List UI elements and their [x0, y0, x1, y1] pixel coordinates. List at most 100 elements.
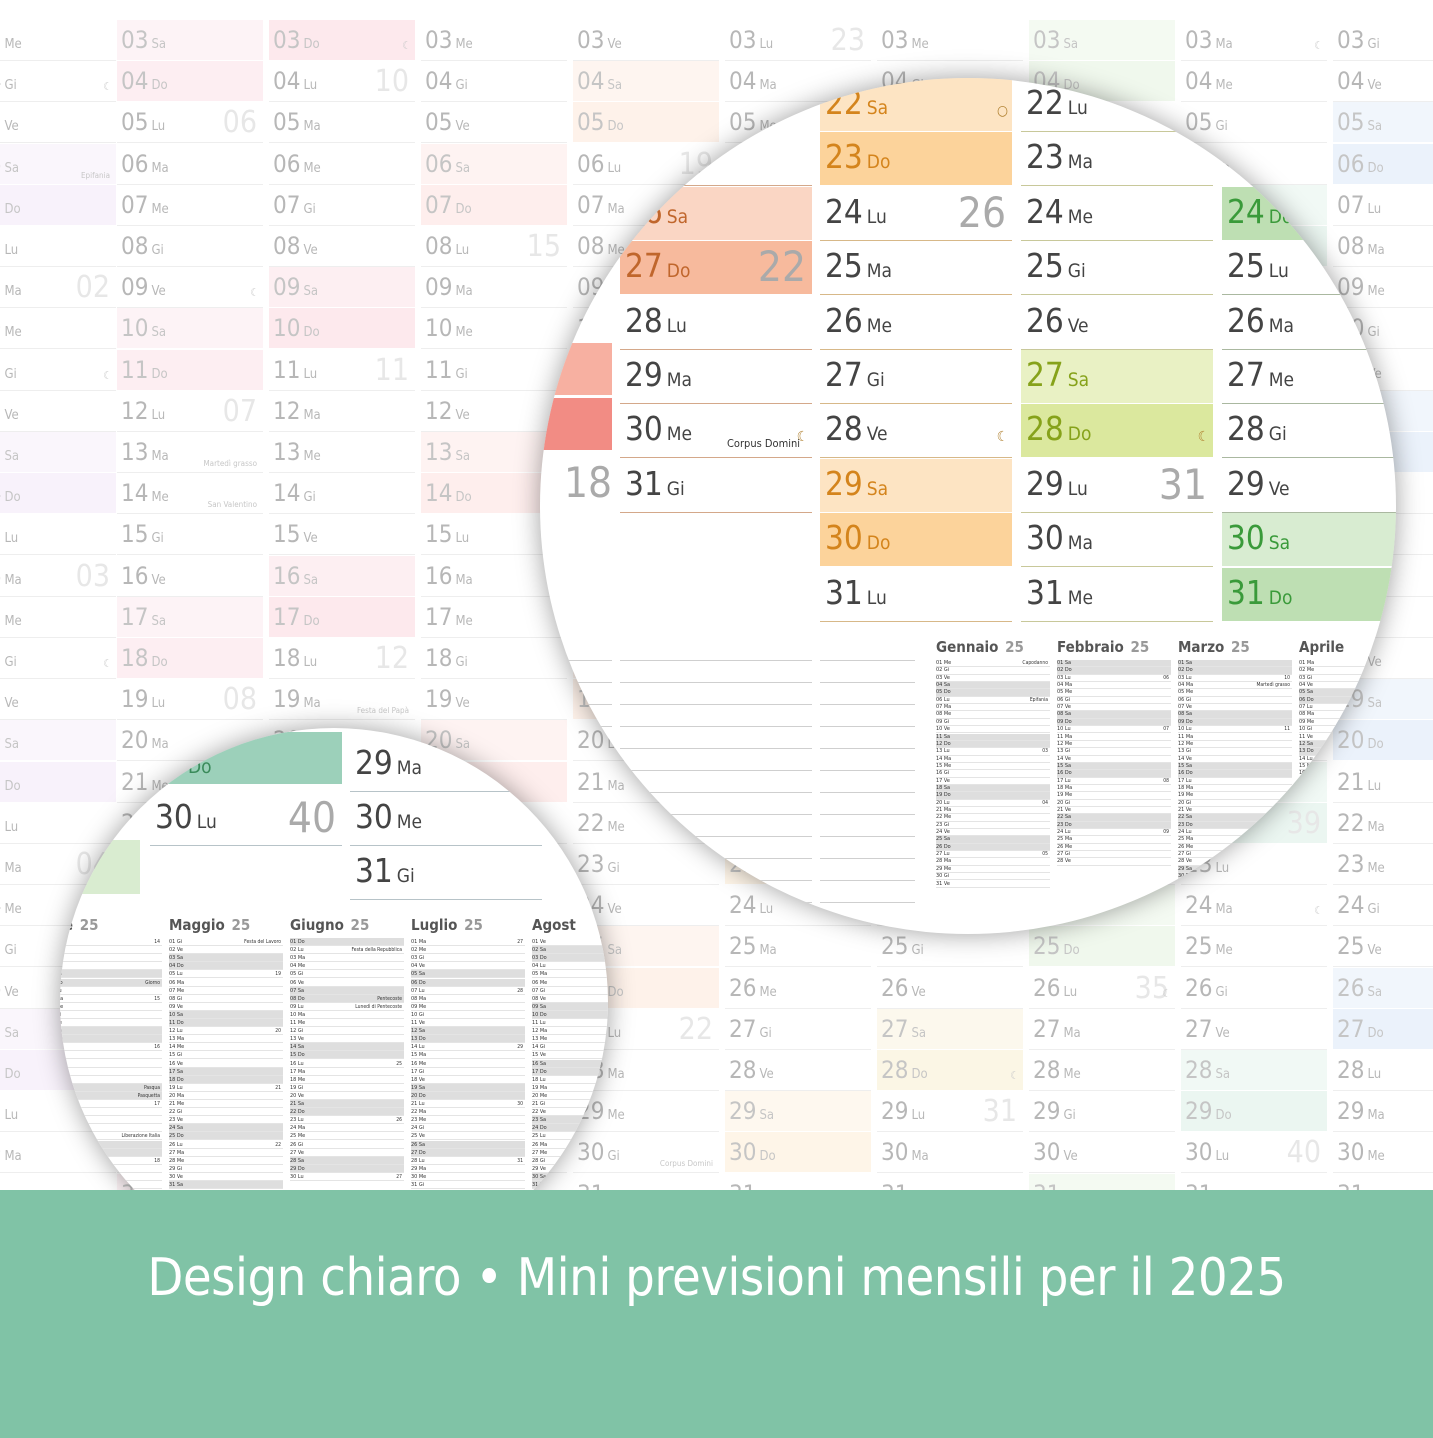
mini-day-row: 25 VeLiberazione Italia	[60, 1132, 162, 1141]
day-number: 26 Me	[729, 973, 777, 1002]
weekday-abbr: Ve	[4, 984, 19, 1000]
mini-day-row: 07 Lu	[60, 987, 162, 995]
mini-month-title: Marzo 25	[1178, 638, 1250, 656]
day-number: 28 Lu	[625, 300, 687, 340]
weekday-abbr: Ve	[151, 572, 166, 588]
magnifier-detail-may-aug: 25 Ve 26 Sa 27 Do 22 28 Lu 29 Ma 30 Me Corpus Domini ☾…	[540, 78, 1396, 934]
day-number: 23 Gi	[577, 850, 620, 878]
mini-day-row: 18 Sa	[936, 784, 1050, 793]
weekday-abbr: Lu	[1063, 984, 1078, 1000]
weekday-abbr: Do	[1268, 205, 1293, 228]
weekday-abbr: Ma	[1215, 37, 1233, 52]
mini-day-row: 09 Do	[1178, 718, 1292, 727]
mini-day-row: 29 Ve	[532, 1165, 608, 1173]
weekday-abbr: Gi	[151, 243, 164, 258]
weekday-abbr: Ma	[455, 572, 473, 588]
mini-day-row: 28 Lu 31	[411, 1157, 525, 1165]
moon-phase-icon: ☾	[796, 429, 808, 446]
day-number: 26 Sa	[625, 191, 689, 231]
day-number: 04 Do	[121, 67, 168, 96]
day-cell: 09 Sa	[269, 267, 415, 309]
day-cell: 03 Do ☾	[269, 20, 415, 61]
mini-day-row: 16 Me	[1299, 770, 1396, 778]
mini-day-row: 03 Ma	[290, 954, 404, 963]
mini-day-row: 13 Ve	[290, 1035, 404, 1044]
mini-day-row: 08 Ve	[532, 995, 608, 1003]
mini-day-note: 18	[154, 1157, 160, 1164]
mini-day-row: 23 Do	[1178, 821, 1292, 830]
weekday-abbr: Me	[1215, 78, 1233, 94]
mini-day-row: 11 Ma	[1057, 734, 1171, 741]
weekday-abbr: Lu	[4, 819, 19, 835]
day-number: 24 Gi	[1337, 891, 1380, 920]
mini-day-row: 30 Sa	[532, 1172, 608, 1181]
mini-day-row: 21 Lu	[1299, 807, 1396, 815]
mini-day-row: 28 Lu	[1299, 858, 1396, 866]
mini-month-year: 25	[345, 916, 370, 934]
mini-day-row: 19 Lu 21	[169, 1084, 283, 1092]
weekday-abbr: Me	[151, 490, 169, 506]
weekday-abbr: Sa	[1367, 984, 1383, 1000]
weekday-abbr: Do	[866, 151, 891, 174]
moon-phase-icon: ☾	[402, 39, 411, 52]
mini-day-row: 17 Gi	[60, 1068, 162, 1076]
weekday-abbr: Gi	[4, 366, 17, 382]
mini-day-row: 01 Gi Festa del Lavoro	[169, 939, 283, 947]
weekday-abbr: Ma	[1367, 819, 1385, 835]
mini-day-row: 02 Lu Festa della Repubblica	[290, 947, 404, 955]
mini-day-note: 17	[154, 1101, 160, 1107]
day-cell: 30 Gi Corpus Domini	[573, 1132, 719, 1174]
day-cell: 28 Do ☾	[877, 1050, 1023, 1091]
weekday-abbr: Ve	[1367, 943, 1382, 959]
weekday-abbr: Do	[666, 260, 691, 283]
mini-day-row: 10 Ve	[936, 726, 1050, 734]
empty-note-line	[540, 748, 612, 749]
mini-day-row: 13 Do	[411, 1035, 525, 1044]
weekday-abbr: Sa	[455, 449, 471, 464]
mini-day-row: 31 Gi	[1299, 881, 1396, 888]
day-number: 27 Do	[1337, 1014, 1384, 1043]
day-number: 29 Do	[1185, 1097, 1232, 1126]
mini-day-row: 06 Gi	[1178, 697, 1292, 705]
day-number: 06 Do	[1337, 149, 1384, 178]
day-cell: 03 Ma ☾	[1181, 20, 1327, 61]
day-number: 06 Me	[273, 149, 321, 178]
weekday-abbr: Ve	[1067, 314, 1089, 337]
mini-day-row: 04 Sa	[936, 682, 1050, 690]
mini-day-row: 30 Gi	[936, 873, 1050, 881]
day-number: 04 Lu	[273, 67, 318, 96]
day-cell: 30 Lu 40	[150, 792, 342, 846]
mini-day-row: 06 Ve	[290, 979, 404, 987]
day-number: 03 Sa	[121, 26, 167, 54]
mini-month-year: 25	[1226, 638, 1250, 656]
mini-day-row: 22 Ma	[60, 1108, 162, 1117]
mini-day-row: 18 Ve	[1299, 785, 1396, 793]
mini-day-row: 09 Ve	[169, 1003, 283, 1011]
mini-month-year: 25	[226, 916, 251, 934]
weekday-abbr: Me	[759, 984, 777, 1000]
week-number: 10	[374, 64, 409, 100]
mini-day-row: 08 Sa	[1057, 711, 1171, 719]
mini-day-row: 24 Do	[532, 1124, 608, 1133]
